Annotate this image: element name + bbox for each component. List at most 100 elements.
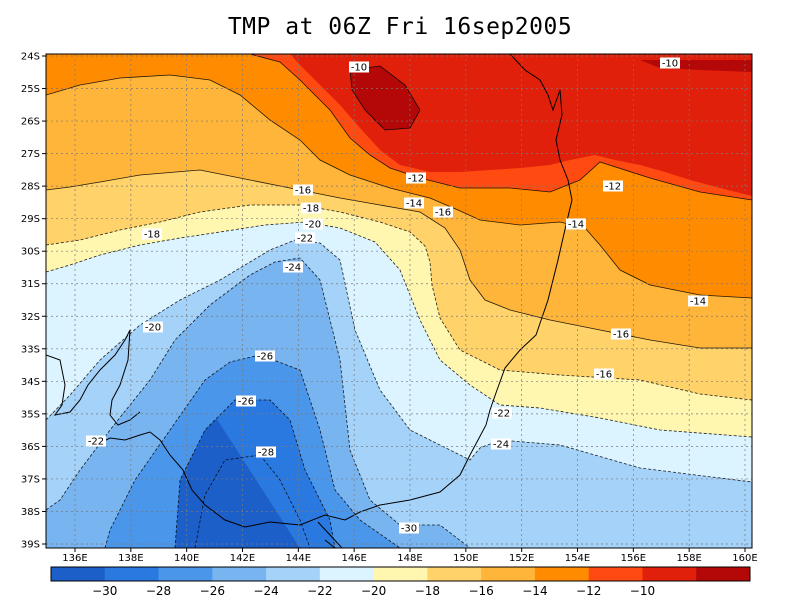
latitude-label: 28S <box>21 182 40 193</box>
latitude-label: 39S <box>21 540 40 551</box>
colorbar: −30 −28 −26 −24 −22 −20 −18 −16 −14 −12 −10 <box>50 566 751 598</box>
svg-text:-16: -16 <box>295 186 311 197</box>
temperature-field: -10 -10 -12 -12 -14 -14 -14 -16 -16 -16 -16 -18 -18 -… <box>46 54 752 548</box>
svg-text:-16: -16 <box>596 370 612 381</box>
svg-text:-16: -16 <box>435 208 451 219</box>
contour-label: -16 <box>293 184 313 197</box>
colorbar-swatch <box>373 567 428 581</box>
contour-label: -10 <box>660 57 680 70</box>
latitude-label: 36S <box>21 442 40 453</box>
svg-text:-10: -10 <box>351 63 367 74</box>
svg-text:-22: -22 <box>88 437 104 448</box>
colorbar-swatch <box>427 567 482 581</box>
longitude-label: 140E <box>174 553 199 564</box>
svg-text:-24: -24 <box>493 440 509 451</box>
colorbar-swatch <box>158 567 213 581</box>
contour-label: -14 <box>404 197 424 210</box>
svg-text:-24: -24 <box>285 263 301 274</box>
longitude-label: 156E <box>621 553 646 564</box>
longitude-label: 154E <box>565 553 590 564</box>
map-frame <box>45 53 753 549</box>
contour-label: -16 <box>611 328 631 341</box>
longitude-label: 138E <box>118 553 143 564</box>
latitude-label: 30S <box>21 247 40 258</box>
colorbar-label: −26 <box>200 584 225 598</box>
contour-label: -12 <box>603 180 623 193</box>
contour-label: -26 <box>236 395 256 408</box>
svg-text:-26: -26 <box>238 397 254 408</box>
colorbar-label: −24 <box>253 584 278 598</box>
contour-label: -28 <box>256 446 276 459</box>
latitude-label: 38S <box>21 507 40 518</box>
latitude-label: 26S <box>21 117 40 128</box>
colorbar-swatch <box>266 567 321 581</box>
latitude-label: 24S <box>21 52 40 63</box>
colorbar-swatch <box>588 567 643 581</box>
svg-text:-22: -22 <box>297 234 313 245</box>
contour-label: -30 <box>399 522 419 535</box>
svg-text:-14: -14 <box>568 220 584 231</box>
colorbar-swatch <box>319 567 375 581</box>
map-title: TMP at 06Z Fri 16sep2005 <box>227 14 573 40</box>
contour-label: -16 <box>594 368 614 381</box>
svg-text:-26: -26 <box>257 352 273 363</box>
latitude-label: 29S <box>21 214 40 225</box>
contour-label: -20 <box>143 321 163 334</box>
svg-text:-20: -20 <box>305 220 321 231</box>
contour-label: -20 <box>303 218 323 231</box>
colorbar-swatch <box>534 567 590 581</box>
colorbar-label: −30 <box>92 584 117 598</box>
contour-label: -12 <box>406 172 426 185</box>
contour-label: -22 <box>86 435 106 448</box>
svg-text:-14: -14 <box>406 199 422 210</box>
longitude-label: 146E <box>341 553 366 564</box>
longitude-label: 150E <box>453 553 478 564</box>
colorbar-label: −28 <box>146 584 171 598</box>
contour-labels: -10 -10 -12 -12 -14 -14 -14 -16 -16 -16 -16 -18 -18 -… <box>86 57 708 535</box>
colorbar-swatch <box>104 567 160 581</box>
longitude-label: 144E <box>286 553 311 564</box>
svg-text:-16: -16 <box>613 330 629 341</box>
colorbar-label: −16 <box>468 584 493 598</box>
latitude-label: 37S <box>21 474 40 485</box>
contour-label: -10 <box>349 61 369 74</box>
contour-label: -24 <box>491 438 511 451</box>
colorbar-label: −18 <box>415 584 440 598</box>
contour-label: -16 <box>433 206 453 219</box>
map-axes: 24S 25S 26S 27S 28S 29S 30S 31S 32S 33S 34S 35S 36S 3… <box>21 52 758 565</box>
contour-label: -18 <box>301 202 321 215</box>
svg-text:-30: -30 <box>401 524 417 535</box>
svg-text:-18: -18 <box>303 204 319 215</box>
longitude-label: 148E <box>397 553 422 564</box>
latitude-label: 34S <box>21 377 40 388</box>
latitude-label: 31S <box>21 279 40 290</box>
contour-label: -22 <box>295 232 315 245</box>
colorbar-swatch <box>51 567 106 581</box>
latitude-label: 35S <box>21 409 40 420</box>
colorbar-swatch <box>696 567 751 581</box>
colorbar-label: −20 <box>361 584 386 598</box>
contour-label: -14 <box>688 295 708 308</box>
svg-text:-14: -14 <box>690 297 706 308</box>
colorbar-swatch <box>642 567 697 581</box>
svg-text:-20: -20 <box>145 323 161 334</box>
contour-label: -22 <box>492 407 512 420</box>
svg-text:-18: -18 <box>144 230 160 241</box>
longitude-label: 152E <box>509 553 534 564</box>
longitude-label: 142E <box>230 553 255 564</box>
svg-text:-12: -12 <box>605 182 621 193</box>
latitude-label: 32S <box>21 312 40 323</box>
longitude-label: 158E <box>676 553 701 564</box>
svg-text:-22: -22 <box>494 409 510 420</box>
svg-text:-10: -10 <box>662 59 678 70</box>
colorbar-label: −12 <box>576 584 601 598</box>
contour-label: -18 <box>142 228 162 241</box>
colorbar-swatch <box>481 567 536 581</box>
colorbar-swatch <box>212 567 267 581</box>
colorbar-label: −14 <box>522 584 547 598</box>
svg-text:-12: -12 <box>408 174 424 185</box>
latitude-label: 27S <box>21 149 40 160</box>
latitude-label: 33S <box>21 344 40 355</box>
latitude-label: 25S <box>21 84 40 95</box>
